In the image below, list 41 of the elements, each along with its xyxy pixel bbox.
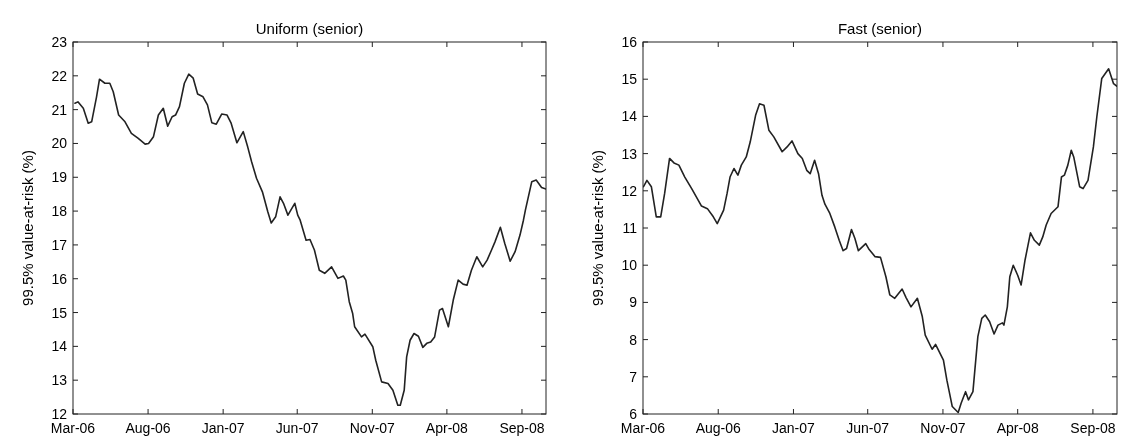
x-tick-label: Jun-07 — [275, 420, 319, 436]
y-tick-label: 21 — [51, 101, 68, 118]
y-tick-label: 16 — [51, 270, 68, 287]
chart-title: Uniform (senior) — [255, 20, 364, 37]
x-tick-label: Aug-06 — [125, 420, 171, 436]
y-tick-label: 19 — [51, 169, 68, 186]
y-tick-label: 18 — [51, 203, 68, 220]
x-tick-label: Apr-08 — [425, 420, 469, 436]
x-tick-label: Mar-06 — [620, 420, 666, 436]
y-tick-label: 13 — [621, 145, 638, 162]
x-tick-label: Aug-06 — [695, 420, 742, 436]
y-tick-label: 17 — [51, 236, 68, 253]
y-tick-label: 13 — [51, 372, 68, 389]
y-tick-label: 20 — [51, 135, 68, 152]
y-tick-label: 16 — [621, 34, 638, 50]
y-axis-title: 99.5% value-at-risk (%) — [19, 150, 36, 306]
y-tick-label: 11 — [622, 220, 638, 236]
y-tick-label: 10 — [621, 257, 638, 274]
y-tick-label: 8 — [629, 331, 638, 348]
y-tick-label: 12 — [51, 406, 68, 422]
y-tick-label: 14 — [51, 338, 68, 355]
chart-title: Fast (senior) — [837, 20, 923, 37]
x-tick-label: Apr-08 — [996, 420, 1039, 436]
x-tick-label: Jan-07 — [772, 420, 816, 436]
x-tick-label: Sep-08 — [1070, 420, 1116, 436]
y-tick-label: 15 — [621, 71, 638, 88]
x-tick-label: Nov-07 — [920, 420, 966, 436]
x-tick-label: Sep-08 — [499, 420, 545, 436]
y-tick-label: 22 — [51, 67, 68, 84]
x-tick-label: Nov-07 — [349, 420, 396, 436]
x-tick-label: Mar-06 — [50, 420, 96, 436]
y-tick-label: 6 — [629, 406, 638, 422]
x-tick-label: Jan-07 — [201, 420, 245, 436]
y-tick-label: 15 — [51, 304, 68, 321]
x-tick-label: Jun-07 — [846, 420, 890, 436]
y-tick-label: 9 — [629, 294, 638, 311]
y-tick-label: 12 — [621, 182, 638, 199]
y-axis-title: 99.5% value-at-risk (%) — [589, 150, 606, 306]
y-tick-label: 23 — [51, 34, 68, 50]
y-tick-label: 7 — [629, 368, 638, 385]
y-tick-label: 14 — [621, 108, 638, 125]
